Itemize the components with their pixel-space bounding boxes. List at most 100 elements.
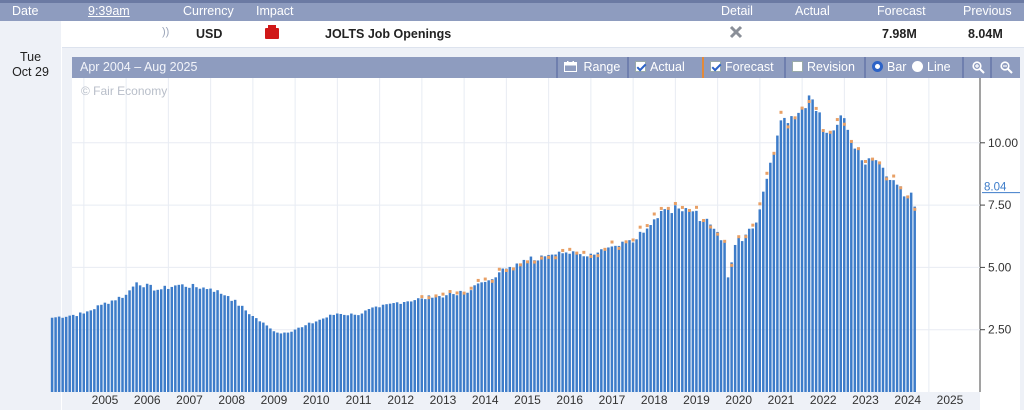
forecast-2013-3 <box>427 296 431 300</box>
actual-checkbox[interactable] <box>635 61 646 72</box>
x-tick-2006: 2006 <box>134 393 161 407</box>
forecast-2022-1 <box>800 106 804 110</box>
event-row[interactable]: )) USD JOLTS Job Openings 7.98M 8.04M <box>62 21 1024 48</box>
revision-checkbox[interactable] <box>792 61 803 72</box>
bar-2007-8 <box>191 283 195 392</box>
bar-2021-3 <box>765 178 769 392</box>
bar-2014-2 <box>466 292 469 392</box>
zoom-out-icon <box>1000 61 1013 74</box>
y-tick-10.00: 10.00 <box>988 136 1018 150</box>
line-radio-option[interactable]: Line <box>912 60 951 74</box>
forecast-checkbox[interactable] <box>710 61 721 72</box>
bar-2018-4 <box>642 232 645 392</box>
bar-radio[interactable] <box>872 61 883 72</box>
chart-toolbar: Apr 2004 – Aug 2025 Range Actual Forecas… <box>72 57 1020 78</box>
bar-2009-7 <box>272 331 276 392</box>
bar-2013-7 <box>441 297 445 392</box>
actual-bars <box>50 95 916 393</box>
x-tick-2012: 2012 <box>387 393 414 407</box>
bar-2012-1 <box>378 307 381 392</box>
bar-2008-6 <box>226 296 230 392</box>
zoom-in-button[interactable] <box>962 57 990 78</box>
event-date: Oct 29 <box>12 65 49 79</box>
bar-2004-5 <box>54 317 57 392</box>
impact-folder-icon[interactable] <box>265 25 279 39</box>
bar-2009-5 <box>265 325 269 392</box>
bar-2005-1 <box>82 313 86 392</box>
bar-2015-12 <box>543 256 547 392</box>
bar-2023-6 <box>860 160 864 392</box>
bar-2016-7 <box>568 253 571 392</box>
bar-2015-8 <box>529 256 533 392</box>
bar-2022-5 <box>814 111 818 393</box>
bar-2012-7 <box>399 303 402 392</box>
zoom-out-button[interactable] <box>990 57 1018 78</box>
forecast-2016-3 <box>554 256 558 260</box>
bar-2011-1 <box>336 313 339 392</box>
bar-2017-7 <box>610 246 614 392</box>
bar-2016-4 <box>557 251 561 392</box>
bar-2015-11 <box>540 255 543 392</box>
bar-2009-9 <box>279 333 283 392</box>
bar-2010-3 <box>300 327 304 392</box>
bar-2023-3 <box>850 140 853 392</box>
bar-2017-5 <box>603 249 607 392</box>
x-tick-2013: 2013 <box>430 393 457 407</box>
bar-2010-8 <box>318 319 321 392</box>
header-detail: Detail <box>721 4 753 18</box>
bar-2005-2 <box>86 311 89 392</box>
last-value-label: 8.04 <box>984 182 1007 194</box>
forecast-2013-11 <box>455 291 459 295</box>
bar-2020-2 <box>719 240 723 392</box>
revision-toggle[interactable]: Revision <box>784 57 864 78</box>
x-tick-2016: 2016 <box>556 393 583 407</box>
bar-2011-4 <box>346 315 350 392</box>
bar-2015-1 <box>505 268 508 392</box>
header-forecast: Forecast <box>877 4 926 18</box>
bar-2019-8 <box>698 221 702 392</box>
bar-2006-10 <box>156 289 159 392</box>
bar-2012-11 <box>413 300 416 392</box>
bar-2006-7 <box>145 283 149 392</box>
bar-radio-option[interactable]: Bar <box>864 57 912 78</box>
bar-2023-7 <box>864 164 867 392</box>
bar-2006-6 <box>142 287 145 392</box>
bar-2023-2 <box>846 129 850 393</box>
watermark: © Fair Economy <box>81 84 167 98</box>
bar-2024-4 <box>895 184 899 392</box>
bar-2017-9 <box>617 245 621 392</box>
bar-2007-3 <box>174 285 177 392</box>
bar-2018-2 <box>635 239 638 392</box>
bar-2017-1 <box>589 253 593 392</box>
bar-2018-11 <box>666 208 670 392</box>
forecast-2015-3 <box>511 267 515 271</box>
bar-2015-6 <box>522 259 526 392</box>
header-time-link[interactable]: 9:39am <box>88 4 130 18</box>
forecast-2014-3 <box>469 286 473 290</box>
event-currency: USD <box>196 27 223 41</box>
bar-2022-2 <box>804 108 807 392</box>
close-x-icon[interactable] <box>729 25 743 42</box>
bar-2023-1 <box>843 118 846 392</box>
bar-2008-5 <box>223 295 226 392</box>
forecast-2020-11 <box>751 223 755 227</box>
actual-toggle[interactable]: Actual <box>627 57 702 78</box>
event-name[interactable]: JOLTS Job Openings <box>325 27 452 41</box>
bar-2011-3 <box>343 314 346 392</box>
sound-icon[interactable]: )) <box>162 26 170 38</box>
bar-2008-2 <box>212 291 216 392</box>
bar-2013-4 <box>431 297 434 392</box>
forecast-2017-11 <box>624 240 628 244</box>
bar-2014-4 <box>473 285 476 392</box>
bar-2024-1 <box>885 176 888 392</box>
bar-2012-12 <box>417 298 420 392</box>
bar-2016-11 <box>582 256 585 392</box>
forecast-toggle[interactable]: Forecast <box>702 57 784 78</box>
forecast-2022-11 <box>835 118 839 122</box>
x-tick-2005: 2005 <box>92 393 119 407</box>
range-button[interactable]: Range <box>556 57 627 78</box>
bar-2019-4 <box>684 208 688 392</box>
line-radio[interactable] <box>912 61 923 72</box>
bar-2018-9 <box>659 210 663 392</box>
forecast-2016-7 <box>568 247 572 251</box>
